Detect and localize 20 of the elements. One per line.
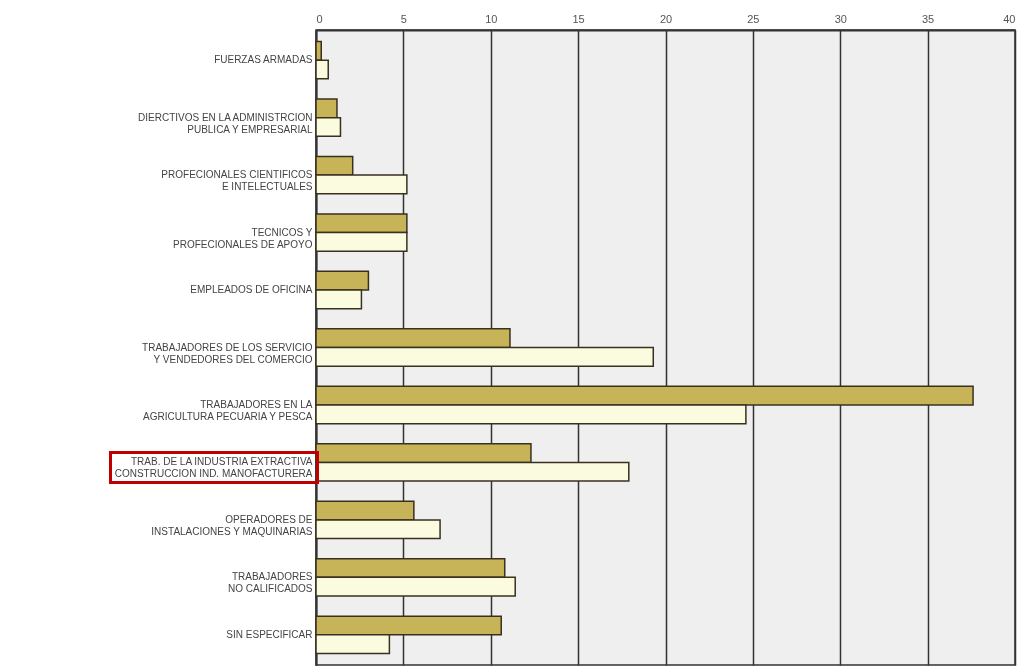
y-tick-label: TRABAJADORES NO CALIFICADOS bbox=[228, 571, 313, 595]
y-tick-label: TRAB. DE LA INDUSTRIA EXTRACTIVA CONSTRUCCION IND. MANOFACTURERA bbox=[114, 456, 313, 480]
y-tick-label: EMPLEADOS DE OFICINA bbox=[190, 284, 313, 296]
x-tick-label: 40 bbox=[1003, 12, 1016, 25]
x-tick-label: 20 bbox=[659, 12, 673, 25]
x-tick-label: 25 bbox=[747, 12, 760, 25]
y-tick-label: FUERZAS ARMADAS bbox=[214, 54, 313, 66]
y-tick-label: PROFECIONALES CIENTIFICOS E INTELECTUALES bbox=[161, 169, 313, 193]
x-tick-label: 0 bbox=[316, 12, 323, 25]
y-tick-label: TRABAJADORES DE LOS SERVICIO Y VENDEDORES DEL COMERCIO bbox=[142, 341, 313, 365]
x-tick-label: 5 bbox=[400, 12, 407, 25]
x-tick-label: 35 bbox=[922, 12, 935, 25]
y-tick-label: OPERADORES DE INSTALACIONES Y MAQUINARIAS bbox=[151, 513, 313, 537]
y-tick-label: SIN ESPECIFICAR bbox=[226, 628, 313, 640]
x-tick-label: 30 bbox=[834, 12, 847, 25]
y-tick-label: DIERCTIVOS EN LA ADMINISTRCION PUBLICA Y EMPRESARIAL bbox=[138, 111, 313, 135]
x-tick-label: 10 bbox=[485, 12, 498, 25]
y-tick-label: TECNICOS Y PROFECIONALES DE APOYO bbox=[173, 226, 313, 250]
x-tick-label: 15 bbox=[572, 12, 585, 25]
y-tick-label: TRABAJADORES EN LA AGRICULTURA PECUARIA Y PESCA bbox=[143, 398, 313, 422]
